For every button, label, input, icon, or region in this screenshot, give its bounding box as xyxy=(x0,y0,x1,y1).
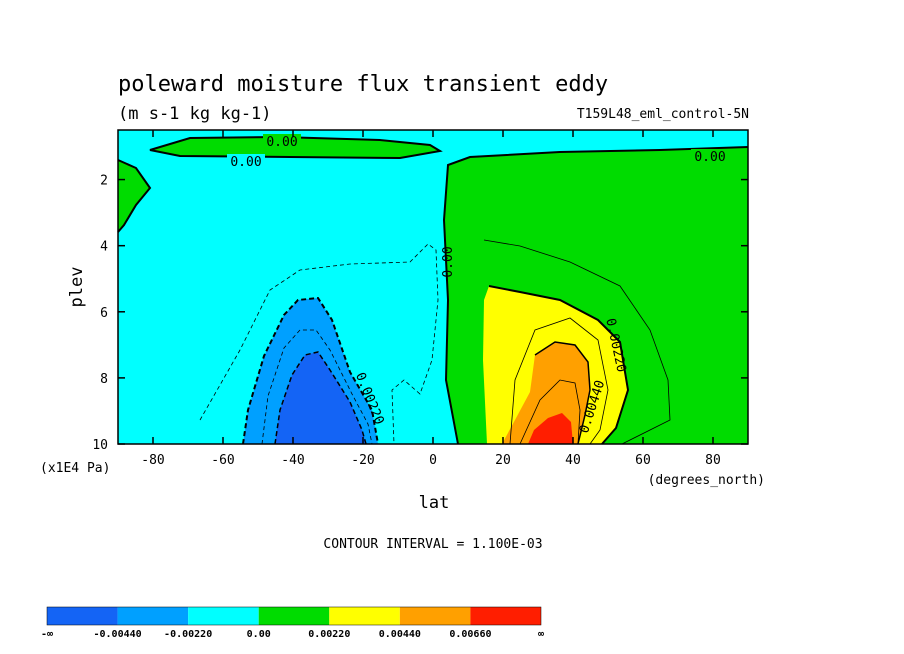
contour-line-0.0022 xyxy=(488,285,630,445)
contour-line-zero-west xyxy=(117,159,152,233)
contour-label-bg xyxy=(691,149,729,164)
contour-field xyxy=(117,130,749,445)
x-tick-label: 0 xyxy=(429,453,437,468)
colorbar-tick-label: 0.00220 xyxy=(308,629,350,640)
y-tick-label: 8 xyxy=(100,372,108,387)
contour-line-neg0.0044 xyxy=(274,351,367,445)
colorbar-tick-label: 0.00660 xyxy=(449,629,491,640)
colorbar-frame xyxy=(46,606,542,626)
y-tick-label: 6 xyxy=(100,306,108,321)
colorbar-swatch xyxy=(188,607,259,625)
contour-line-neg0.0033 xyxy=(261,329,373,445)
chart-units: (m s-1 kg kg-1) xyxy=(118,104,272,124)
x-tick-label: 40 xyxy=(565,453,581,468)
y-tick-label: 10 xyxy=(92,438,108,453)
x-axis: -80 -60 -40 -20 0 20 40 60 80 xyxy=(141,130,721,468)
colorbar-swatch xyxy=(399,607,471,625)
y-units-label: (x1E4 Pa) xyxy=(40,461,110,476)
colorbar-swatch xyxy=(258,607,330,625)
y-tick-label: 4 xyxy=(100,240,108,255)
contour-label-bg xyxy=(263,134,301,149)
colorbar-tick-label: 0.00440 xyxy=(379,629,421,640)
dataset-label: T159L48_eml_control-5N xyxy=(577,107,749,122)
contour-line-neg0.0011 xyxy=(199,243,439,445)
colorbar-tick-label: -0.00220 xyxy=(164,629,212,640)
x-tick-label: 80 xyxy=(705,453,721,468)
x-units-label: (degrees_north) xyxy=(648,473,765,488)
contour-line-0.0044 xyxy=(534,341,591,445)
fill-region-below-neg0.0044 xyxy=(275,352,366,444)
contour-line-0.0055 xyxy=(519,379,581,445)
x-tick-label: -60 xyxy=(211,453,234,468)
contour-line-0.0011 xyxy=(483,239,671,445)
contour-label: 0.00 xyxy=(266,135,297,150)
x-tick-label: 20 xyxy=(495,453,511,468)
colorbar-swatch xyxy=(329,607,400,625)
colorbar-swatch xyxy=(470,607,541,625)
contour-label-bg xyxy=(227,154,265,169)
colorbar-tick-label: -∞ xyxy=(41,629,53,640)
y-axis-label: plev xyxy=(67,267,87,308)
contour-label: 0.00 xyxy=(441,246,456,277)
fill-region-0.0044-to-0.0066 xyxy=(502,342,590,444)
colorbar-swatch xyxy=(117,607,189,625)
x-tick-label: -80 xyxy=(141,453,164,468)
y-axis: 2 4 6 8 10 xyxy=(92,174,748,453)
colorbar-swatch xyxy=(47,607,118,625)
contour-label: 0.00 xyxy=(694,150,725,165)
colorbar-tick-label: -0.00440 xyxy=(93,629,141,640)
contour-line-0.0033 xyxy=(509,317,609,445)
x-tick-label: -20 xyxy=(351,453,374,468)
contour-label: 0.00 xyxy=(230,155,261,170)
colorbar-tick-label: ∞ xyxy=(538,629,544,640)
chart-title: poleward moisture flux transient eddy xyxy=(118,72,608,97)
y-tick-label: 2 xyxy=(100,174,108,189)
x-axis-label: lat xyxy=(419,493,450,513)
x-tick-label: 60 xyxy=(635,453,651,468)
contour-line-zero-main xyxy=(442,146,749,445)
colorbar-tick-label: 0.00 xyxy=(247,629,271,640)
colorbar: -∞ -0.00440 -0.00220 0.00 0.00220 0.00440 0.00… xyxy=(41,606,544,640)
contour-interval-label: CONTOUR INTERVAL = 1.100E-03 xyxy=(323,537,542,552)
x-tick-label: -40 xyxy=(281,453,304,468)
fill-region-above-0.0066 xyxy=(528,413,573,444)
